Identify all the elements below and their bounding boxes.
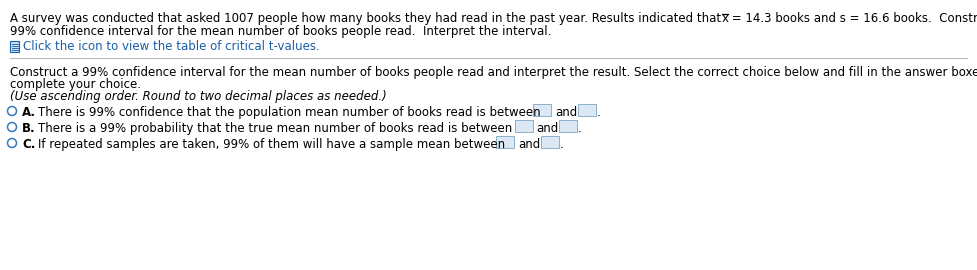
FancyBboxPatch shape [559,120,577,132]
Text: If repeated samples are taken, 99% of them will have a sample mean between: If repeated samples are taken, 99% of th… [38,138,505,151]
FancyBboxPatch shape [533,104,551,116]
Text: .: . [597,106,600,119]
Text: and: and [536,122,559,135]
Text: .: . [560,138,564,151]
Text: C.: C. [22,138,35,151]
FancyBboxPatch shape [540,136,559,148]
Text: 99% confidence interval for the mean number of books people read.  Interpret the: 99% confidence interval for the mean num… [10,25,551,38]
Text: = 14.3 books and s = 16.6 books.  Construct a: = 14.3 books and s = 16.6 books. Constru… [728,12,977,25]
Text: A survey was conducted that asked 1007 people how many books they had read in th: A survey was conducted that asked 1007 p… [10,12,725,25]
Text: Construct a 99% confidence interval for the mean number of books people read and: Construct a 99% confidence interval for … [10,66,977,79]
Text: and: and [555,106,577,119]
Text: There is 99% confidence that the population mean number of books read is between: There is 99% confidence that the populat… [38,106,540,119]
Text: B.: B. [22,122,35,135]
Text: and: and [518,138,540,151]
FancyBboxPatch shape [577,104,596,116]
Text: .: . [578,122,582,135]
FancyBboxPatch shape [496,136,514,148]
FancyBboxPatch shape [515,120,532,132]
Text: complete your choice.: complete your choice. [10,78,141,91]
Text: (Use ascending order. Round to two decimal places as needed.): (Use ascending order. Round to two decim… [10,90,387,103]
FancyBboxPatch shape [10,41,19,52]
Text: Click the icon to view the table of critical t-values.: Click the icon to view the table of crit… [23,40,319,53]
Text: A.: A. [22,106,36,119]
Text: There is a 99% probability that the true mean number of books read is between: There is a 99% probability that the true… [38,122,512,135]
Text: x: x [722,12,729,25]
